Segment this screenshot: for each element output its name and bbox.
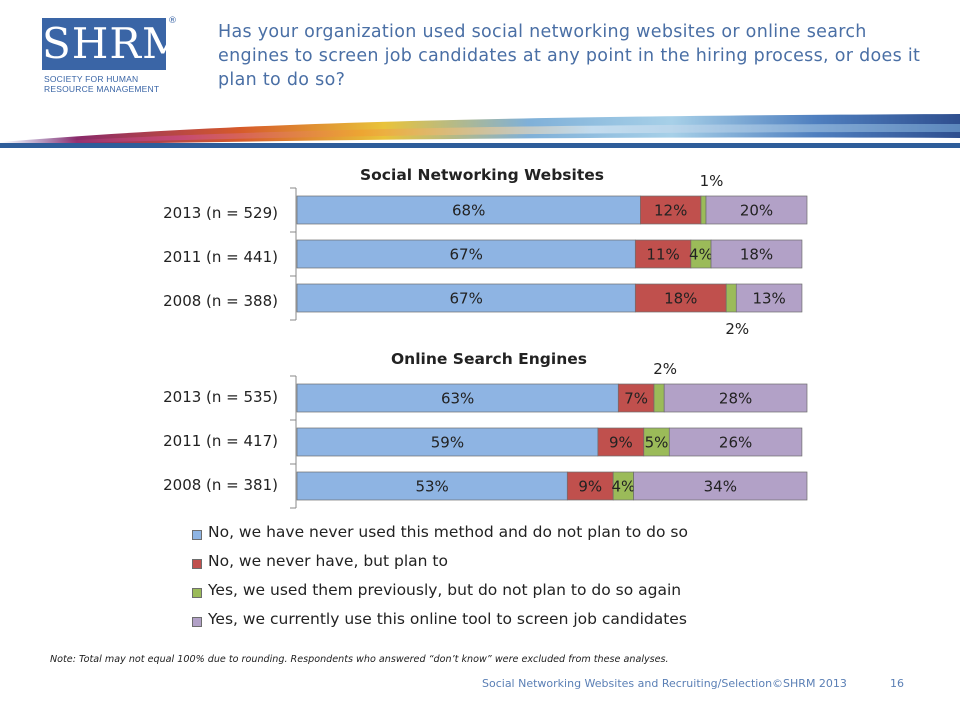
shrm-logo: SHRM ® SOCIETY FOR HUMAN RESOURCE MANAGE… xyxy=(42,16,187,98)
bar-segment-no-plan xyxy=(566,471,614,501)
bar-segment-yes-previously xyxy=(700,195,707,225)
bar-segment-yes-previously xyxy=(653,383,665,413)
data-label: 53% xyxy=(415,478,448,496)
chart-social-networking: Social Networking Websites 2013 (n = 529… xyxy=(163,166,808,338)
data-label: 5% xyxy=(645,434,669,452)
category-label: 2011 (n = 417) xyxy=(163,432,278,450)
bar-segment-no-plan xyxy=(617,383,655,413)
category-label: 2013 (n = 529) xyxy=(163,204,278,222)
chart-title-social-networking: Social Networking Websites xyxy=(360,166,604,184)
data-label: 59% xyxy=(431,434,464,452)
data-label: 67% xyxy=(449,246,482,264)
bar-segment-no-never xyxy=(296,427,599,457)
legend-swatch-no-plan xyxy=(192,559,202,569)
legend-swatch-no-never xyxy=(192,530,202,540)
data-label: 26% xyxy=(719,434,752,452)
bar-segment-no-never xyxy=(296,383,619,413)
bars-online-search: 63% 7% 2% 28% 59% 9% 5% 26% 53% 9% 4% 34% xyxy=(296,360,808,501)
bar-segment-no-never xyxy=(296,239,636,269)
legend-label: Yes, we currently use this online tool t… xyxy=(208,610,687,628)
bar-segment-yes-currently xyxy=(633,471,808,501)
data-label: 9% xyxy=(578,478,602,496)
bar-segment-yes-previously xyxy=(643,427,670,457)
bar-segment-yes-currently xyxy=(663,383,808,413)
logo-tagline-line-2: RESOURCE MANAGEMENT xyxy=(44,84,160,94)
data-label: 4% xyxy=(612,478,636,496)
data-label: 28% xyxy=(719,390,752,408)
legend-swatch-yes-previously xyxy=(192,588,202,598)
bar-segment-yes-currently xyxy=(705,195,808,225)
data-label: 7% xyxy=(624,390,648,408)
logo-tagline-line-1: SOCIETY FOR HUMAN xyxy=(44,74,139,84)
data-label: 18% xyxy=(664,290,697,308)
data-label: 11% xyxy=(646,246,679,264)
category-label: 2011 (n = 441) xyxy=(163,248,278,266)
stacked-bar-charts: Social Networking Websites 2013 (n = 529… xyxy=(163,166,808,509)
legend-label: No, we never have, but plan to xyxy=(208,552,448,570)
data-label: 9% xyxy=(609,434,633,452)
legend-label: No, we have never used this method and d… xyxy=(208,523,688,541)
bar-segment-no-never xyxy=(296,195,641,225)
bar-segment-yes-previously xyxy=(725,283,737,313)
category-label: 2013 (n = 535) xyxy=(163,388,278,406)
data-label: 4% xyxy=(689,246,713,264)
category-label: 2008 (n = 388) xyxy=(163,292,278,310)
bar-segment-no-plan xyxy=(640,195,702,225)
bar-segment-no-never xyxy=(296,471,568,501)
bar-segment-yes-currently xyxy=(710,239,803,269)
data-label: 1% xyxy=(700,172,724,190)
data-label: 67% xyxy=(449,290,482,308)
survey-question: Has your organization used social networ… xyxy=(218,22,921,90)
data-label: 18% xyxy=(740,246,773,264)
legend-swatch-yes-currently xyxy=(192,617,202,627)
data-label: 2% xyxy=(653,360,677,378)
bar-segment-no-plan xyxy=(634,239,692,269)
category-label: 2008 (n = 381) xyxy=(163,476,278,494)
bar-segment-no-never xyxy=(296,283,636,313)
data-label: 12% xyxy=(654,202,687,220)
logo-wordmark: SHRM xyxy=(42,18,187,70)
data-label: 20% xyxy=(740,202,773,220)
footer-source: Social Networking Websites and Recruitin… xyxy=(482,677,847,690)
bar-segment-no-plan xyxy=(597,427,645,457)
chart-online-search: Online Search Engines 2013 (n = 535) 201… xyxy=(163,350,808,509)
data-label: 13% xyxy=(752,290,785,308)
chart-title-online-search: Online Search Engines xyxy=(391,350,587,368)
data-label: 68% xyxy=(452,202,485,220)
footnote: Note: Total may not equal 100% due to ro… xyxy=(50,654,669,665)
page-number: 16 xyxy=(890,677,904,690)
bar-segment-no-plan xyxy=(634,283,727,313)
bar-segment-yes-currently xyxy=(735,283,803,313)
data-label: 34% xyxy=(704,478,737,496)
decorative-banner xyxy=(0,114,960,148)
data-label: 2% xyxy=(725,320,749,338)
bars-social-networking: 68% 12% 1% 20% 67% 11% 4% 18% 67% 18% 2%13% xyxy=(296,172,808,338)
logo-registered-mark: ® xyxy=(168,16,177,26)
legend-label: Yes, we used them previously, but do not… xyxy=(208,581,682,599)
data-label: 63% xyxy=(441,390,474,408)
logo-tagline: SOCIETY FOR HUMAN RESOURCE MANAGEMENT xyxy=(44,74,174,94)
bar-segment-yes-currently xyxy=(668,427,803,457)
